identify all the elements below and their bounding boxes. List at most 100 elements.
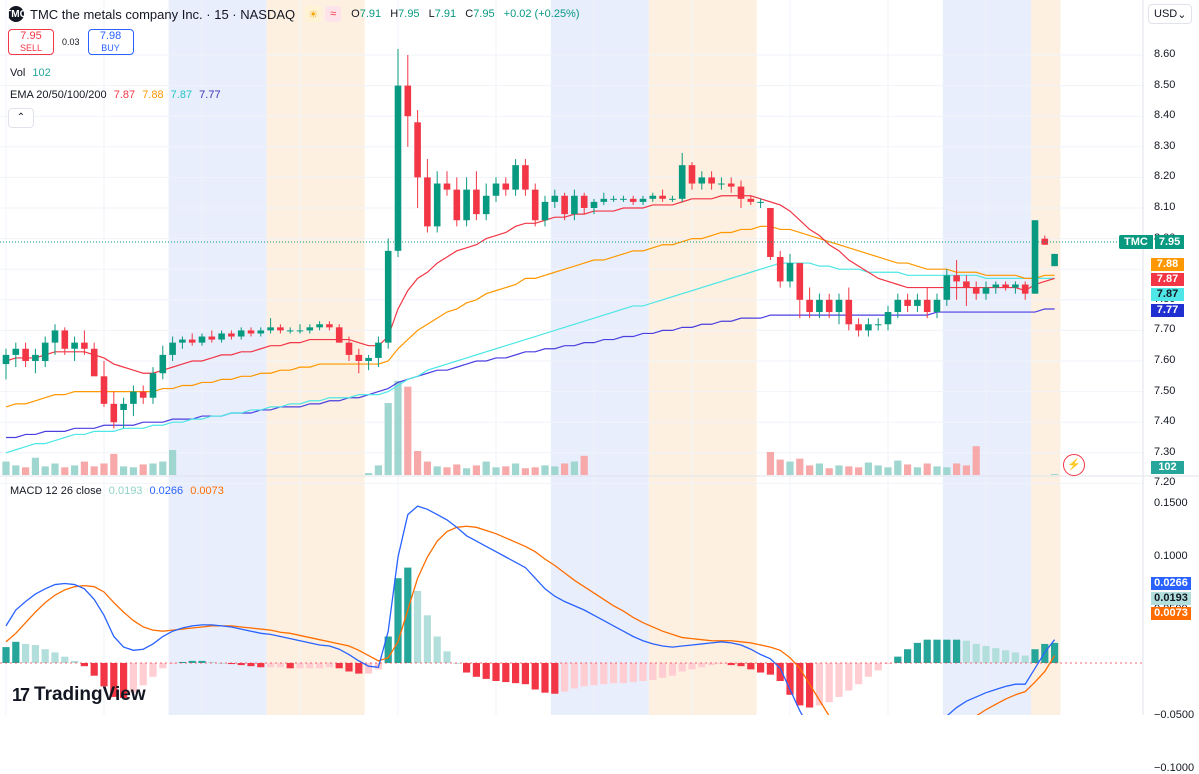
volume-bar <box>472 465 480 475</box>
candle-body <box>806 299 813 313</box>
volume-bar <box>864 462 872 475</box>
candle-body <box>767 208 774 257</box>
candle-body <box>943 275 951 300</box>
macd-histogram-bar <box>227 663 235 665</box>
macd-histogram-bar <box>913 642 921 663</box>
macd-histogram-bar <box>71 660 79 663</box>
candle-body <box>718 183 725 185</box>
candle-body <box>61 330 69 349</box>
symbol-title[interactable]: TMC the metals company Inc. · 15 · NASDA… <box>30 6 296 22</box>
symbol-header: TMC TMC the metals company Inc. · 15 · N… <box>5 5 580 23</box>
candle-body <box>169 342 176 355</box>
volume-bar <box>423 461 431 475</box>
macd-histogram-bar <box>982 646 990 663</box>
macd-histogram-bar <box>551 663 559 694</box>
macd-hist-tag: 0.0193 <box>1151 592 1191 605</box>
ema200-value: 7.77 <box>199 89 221 101</box>
buy-button[interactable]: 7.98 BUY <box>87 29 134 55</box>
volume-bar <box>492 467 500 475</box>
session-band-post <box>1031 0 1061 715</box>
currency-selector[interactable]: USD ⌄ <box>1148 4 1192 24</box>
sell-button[interactable]: 7.95 SELL <box>8 29 54 55</box>
candle-body <box>71 342 78 349</box>
volume-bar <box>80 461 88 475</box>
chart-canvas[interactable] <box>0 0 1199 715</box>
macd-histogram-bar <box>218 663 226 664</box>
candle-body <box>424 177 431 227</box>
macd-histogram-bar <box>325 663 333 668</box>
candle-body <box>198 336 206 343</box>
candle-body <box>81 342 88 349</box>
macd-histogram-bar <box>610 663 618 684</box>
volume-legend[interactable]: Vol 102 <box>10 67 51 79</box>
ema50-value: 7.88 <box>142 89 164 101</box>
candle-body <box>629 198 637 202</box>
candle-body <box>1051 253 1058 267</box>
macd-histogram-bar <box>1011 652 1019 663</box>
lightning-icon[interactable]: ⚡ <box>1063 454 1085 476</box>
candlesticks <box>2 48 1058 429</box>
volume-bar <box>845 466 853 475</box>
price-tick-label: 8.60 <box>1154 48 1176 60</box>
candle-body <box>865 324 872 331</box>
macd-histogram-bar <box>580 663 588 687</box>
macd-histogram-bar <box>776 663 784 682</box>
candle-body <box>130 391 137 404</box>
volume-bar <box>463 468 471 475</box>
candle-body <box>1002 284 1009 288</box>
macd-hist-value: 0.0193 <box>108 485 143 497</box>
macd-histogram-bar <box>286 663 294 669</box>
candle-body <box>110 403 118 423</box>
volume-bar <box>61 467 69 475</box>
candle-body <box>492 183 500 196</box>
candle-body <box>443 183 451 190</box>
volume-bar <box>100 463 108 475</box>
candle-body <box>610 198 617 200</box>
volume-bar <box>541 465 549 475</box>
candle-body <box>296 330 304 332</box>
macd-histogram-bar <box>1051 642 1059 663</box>
ema-legend[interactable]: EMA 20/50/100/200 7.87 7.88 7.87 7.77 <box>10 89 221 101</box>
collapse-indicators-button[interactable]: ⌃ <box>8 108 34 128</box>
candle-body <box>649 195 657 199</box>
macd-histogram-bar <box>365 663 373 674</box>
macd-histogram-bar <box>708 663 716 666</box>
volume-bar <box>22 467 30 475</box>
price-tick-label: 7.70 <box>1154 323 1176 336</box>
macd-histogram-bar <box>110 663 118 697</box>
macd-histogram-bar <box>178 661 186 663</box>
candle-body <box>237 330 245 337</box>
macd-histogram-bar <box>267 663 275 668</box>
close-label: C <box>465 8 474 20</box>
sell-label: SELL <box>19 43 43 53</box>
sun-icon[interactable]: ☀ <box>305 6 322 22</box>
volume-bar <box>12 465 20 475</box>
candle-body <box>874 324 882 326</box>
macd-histogram-bar <box>629 663 637 683</box>
macd-histogram-bar <box>41 649 49 663</box>
macd-histogram-bar <box>766 663 774 675</box>
macd-legend[interactable]: MACD 12 26 close 0.0193 0.0266 0.0073 <box>10 485 224 497</box>
candle-body <box>365 357 372 361</box>
volume-bar <box>41 466 49 475</box>
macd-histogram-bar <box>845 663 853 691</box>
candle-body <box>316 324 323 328</box>
macd-histogram-bar <box>51 652 59 663</box>
macd-histogram-bar <box>316 663 324 669</box>
candle-body <box>414 122 421 178</box>
volume-bar <box>139 464 147 475</box>
extended-hours-icon[interactable]: ≈ <box>325 6 342 22</box>
candle-body <box>855 324 862 331</box>
candle-body <box>953 275 960 282</box>
macd-histogram-bar <box>394 578 402 663</box>
volume-bar <box>149 463 157 475</box>
ema100-tag: 7.87 <box>1151 288 1184 301</box>
macd-histogram-bar <box>139 663 147 686</box>
tradingview-logo[interactable]: 17 TradingView <box>12 684 146 706</box>
price-tick-label: 8.30 <box>1154 139 1176 152</box>
macd-histogram-bar <box>825 663 833 703</box>
macd-histogram-bar <box>482 663 490 679</box>
close-value: 7.95 <box>473 8 495 20</box>
macd-histogram-bar <box>688 663 696 670</box>
company-logo-icon[interactable]: TMC <box>5 6 27 22</box>
